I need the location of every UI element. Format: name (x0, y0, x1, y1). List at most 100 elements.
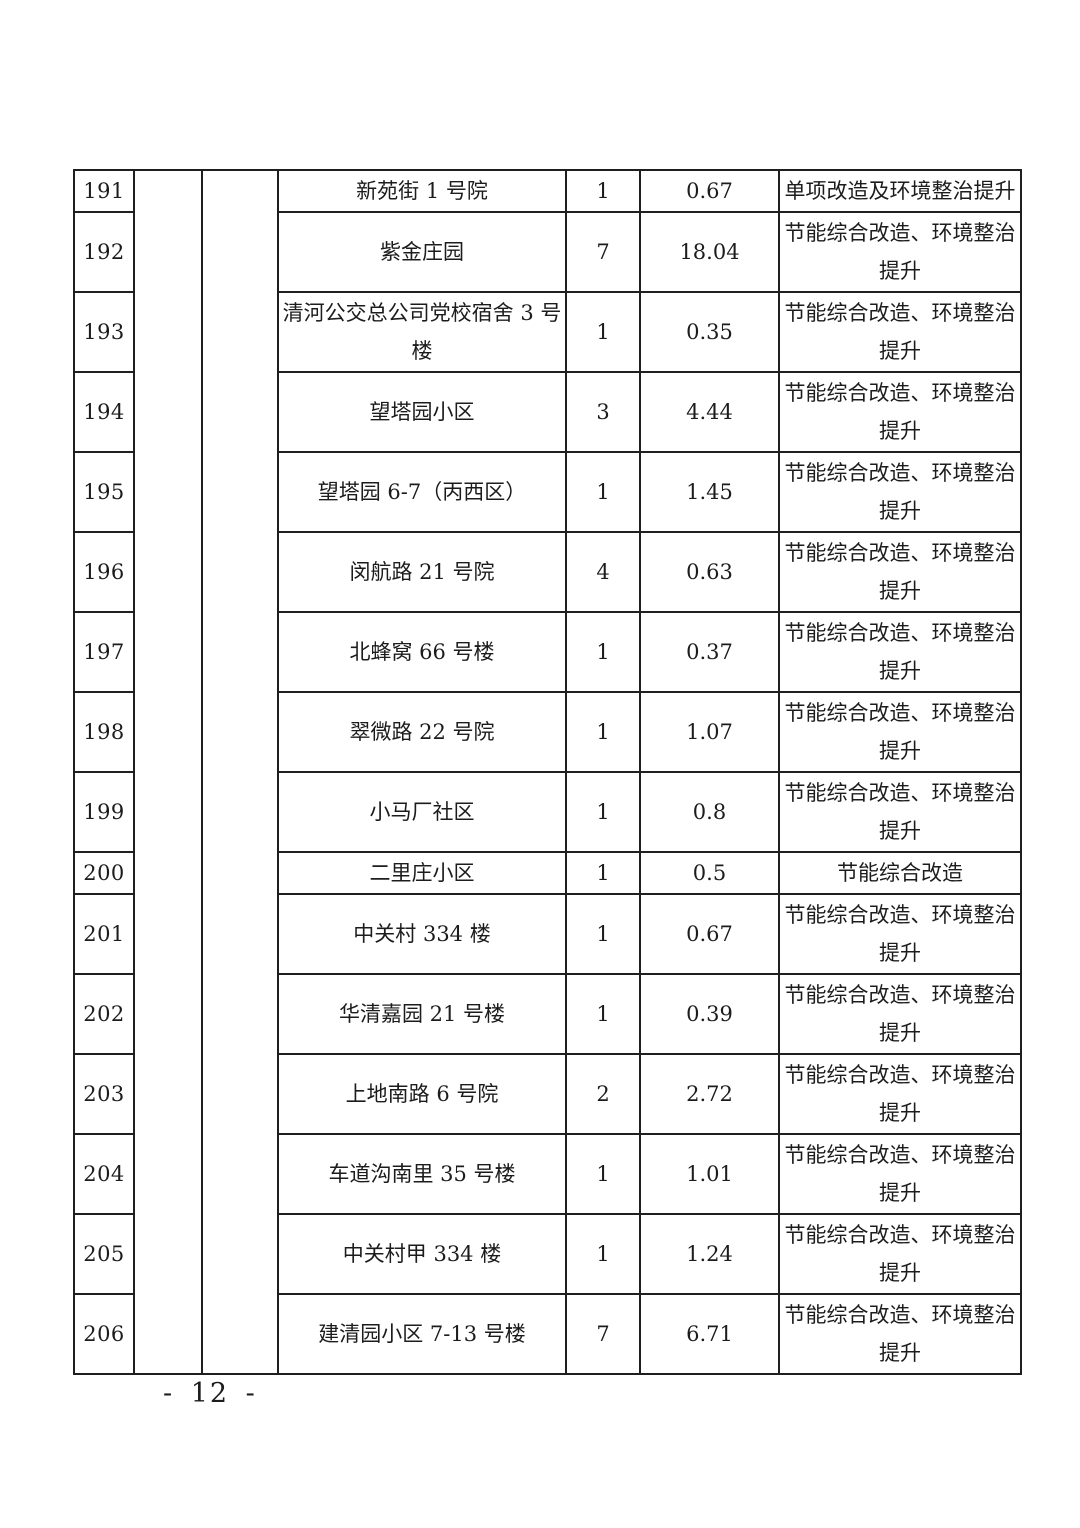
page-number: - 12 - (163, 1378, 257, 1409)
table-row: 203 上地南路 6 号院 2 2.72 节能综合改造、环境整治提升 (73, 1053, 1022, 1135)
area-cell: 1.24 (639, 1213, 780, 1295)
row-number-cell: 191 (73, 169, 135, 213)
building-count-cell: 3 (565, 371, 641, 453)
community-name-cell: 小马厂社区 (277, 771, 567, 853)
building-count-cell: 1 (565, 1133, 641, 1215)
community-name-cell: 建清园小区 7-13 号楼 (277, 1293, 567, 1375)
community-name-cell: 望塔园 6-7（丙西区） (277, 451, 567, 533)
renovation-project-table: 191 新苑街 1 号院 1 0.67 单项改造及环境整治提升 192 紫金庄园 7 18.04… (73, 169, 1022, 1375)
row-number-cell: 206 (73, 1293, 135, 1375)
table-row: 195 望塔园 6-7（丙西区） 1 1.45 节能综合改造、环境整治提升 (73, 451, 1022, 533)
table-row: 193 清河公交总公司党校宿舍 3 号楼 1 0.35 节能综合改造、环境整治提升 (73, 291, 1022, 373)
table-row: 201 中关村 334 楼 1 0.67 节能综合改造、环境整治提升 (73, 893, 1022, 975)
building-count-cell: 1 (565, 893, 641, 975)
row-number-cell: 204 (73, 1133, 135, 1215)
renovation-content-cell: 节能综合改造、环境整治提升 (778, 691, 1022, 773)
area-cell: 0.35 (639, 291, 780, 373)
building-count-cell: 1 (565, 1213, 641, 1295)
renovation-content-cell: 节能综合改造、环境整治提升 (778, 291, 1022, 373)
building-count-cell: 1 (565, 451, 641, 533)
renovation-content-cell: 节能综合改造、环境整治提升 (778, 451, 1022, 533)
project-table-body: 191 新苑街 1 号院 1 0.67 单项改造及环境整治提升 192 紫金庄园 7 18.04… (73, 169, 1022, 1375)
row-number-cell: 200 (73, 851, 135, 895)
row-number-cell: 196 (73, 531, 135, 613)
community-name-cell: 上地南路 6 号院 (277, 1053, 567, 1135)
row-number-cell: 197 (73, 611, 135, 693)
area-cell: 0.67 (639, 169, 780, 213)
building-count-cell: 1 (565, 973, 641, 1055)
area-cell: 2.72 (639, 1053, 780, 1135)
renovation-content-cell: 节能综合改造、环境整治提升 (778, 611, 1022, 693)
building-count-cell: 7 (565, 211, 641, 293)
area-cell: 0.8 (639, 771, 780, 853)
table-row: 206 建清园小区 7-13 号楼 7 6.71 节能综合改造、环境整治提升 (73, 1293, 1022, 1375)
community-name-cell: 车道沟南里 35 号楼 (277, 1133, 567, 1215)
row-number-cell: 194 (73, 371, 135, 453)
renovation-content-cell: 节能综合改造、环境整治提升 (778, 1293, 1022, 1375)
renovation-content-cell: 节能综合改造、环境整治提升 (778, 1133, 1022, 1215)
renovation-content-cell: 节能综合改造、环境整治提升 (778, 211, 1022, 293)
area-cell: 0.63 (639, 531, 780, 613)
renovation-content-cell: 节能综合改造、环境整治提升 (778, 973, 1022, 1055)
area-cell: 4.44 (639, 371, 780, 453)
building-count-cell: 1 (565, 169, 641, 213)
renovation-content-cell: 单项改造及环境整治提升 (778, 169, 1022, 213)
row-number-cell: 193 (73, 291, 135, 373)
area-cell: 1.07 (639, 691, 780, 773)
renovation-content-cell: 节能综合改造 (778, 851, 1022, 895)
table-row: 198 翠微路 22 号院 1 1.07 节能综合改造、环境整治提升 (73, 691, 1022, 773)
area-cell: 18.04 (639, 211, 780, 293)
building-count-cell: 4 (565, 531, 641, 613)
area-cell: 0.39 (639, 973, 780, 1055)
renovation-content-cell: 节能综合改造、环境整治提升 (778, 1053, 1022, 1135)
building-count-cell: 1 (565, 291, 641, 373)
renovation-content-cell: 节能综合改造、环境整治提升 (778, 1213, 1022, 1295)
community-name-cell: 中关村 334 楼 (277, 893, 567, 975)
area-cell: 6.71 (639, 1293, 780, 1375)
merged-blank-cell-1 (133, 169, 203, 1375)
community-name-cell: 清河公交总公司党校宿舍 3 号楼 (277, 291, 567, 373)
row-number-cell: 205 (73, 1213, 135, 1295)
table-row: 192 紫金庄园 7 18.04 节能综合改造、环境整治提升 (73, 211, 1022, 293)
building-count-cell: 1 (565, 771, 641, 853)
area-cell: 1.01 (639, 1133, 780, 1215)
merged-blank-cell-2 (201, 169, 279, 1375)
table-row: 199 小马厂社区 1 0.8 节能综合改造、环境整治提升 (73, 771, 1022, 853)
building-count-cell: 1 (565, 851, 641, 895)
renovation-content-cell: 节能综合改造、环境整治提升 (778, 531, 1022, 613)
community-name-cell: 翠微路 22 号院 (277, 691, 567, 773)
community-name-cell: 华清嘉园 21 号楼 (277, 973, 567, 1055)
row-number-cell: 198 (73, 691, 135, 773)
table-row: 200 二里庄小区 1 0.5 节能综合改造 (73, 851, 1022, 895)
building-count-cell: 1 (565, 611, 641, 693)
building-count-cell: 2 (565, 1053, 641, 1135)
renovation-content-cell: 节能综合改造、环境整治提升 (778, 371, 1022, 453)
table-row: 197 北蜂窝 66 号楼 1 0.37 节能综合改造、环境整治提升 (73, 611, 1022, 693)
table-row: 204 车道沟南里 35 号楼 1 1.01 节能综合改造、环境整治提升 (73, 1133, 1022, 1215)
community-name-cell: 望塔园小区 (277, 371, 567, 453)
area-cell: 0.67 (639, 893, 780, 975)
table-row: 191 新苑街 1 号院 1 0.67 单项改造及环境整治提升 (73, 169, 1022, 1375)
table-row: 196 闵航路 21 号院 4 0.63 节能综合改造、环境整治提升 (73, 531, 1022, 613)
community-name-cell: 二里庄小区 (277, 851, 567, 895)
row-number-cell: 201 (73, 893, 135, 975)
community-name-cell: 闵航路 21 号院 (277, 531, 567, 613)
table-row: 205 中关村甲 334 楼 1 1.24 节能综合改造、环境整治提升 (73, 1213, 1022, 1295)
row-number-cell: 202 (73, 973, 135, 1055)
renovation-content-cell: 节能综合改造、环境整治提升 (778, 893, 1022, 975)
table-row: 194 望塔园小区 3 4.44 节能综合改造、环境整治提升 (73, 371, 1022, 453)
community-name-cell: 新苑街 1 号院 (277, 169, 567, 213)
community-name-cell: 紫金庄园 (277, 211, 567, 293)
row-number-cell: 192 (73, 211, 135, 293)
renovation-content-cell: 节能综合改造、环境整治提升 (778, 771, 1022, 853)
row-number-cell: 195 (73, 451, 135, 533)
area-cell: 1.45 (639, 451, 780, 533)
area-cell: 0.37 (639, 611, 780, 693)
area-cell: 0.5 (639, 851, 780, 895)
table-row: 202 华清嘉园 21 号楼 1 0.39 节能综合改造、环境整治提升 (73, 973, 1022, 1055)
community-name-cell: 中关村甲 334 楼 (277, 1213, 567, 1295)
building-count-cell: 1 (565, 691, 641, 773)
building-count-cell: 7 (565, 1293, 641, 1375)
row-number-cell: 199 (73, 771, 135, 853)
